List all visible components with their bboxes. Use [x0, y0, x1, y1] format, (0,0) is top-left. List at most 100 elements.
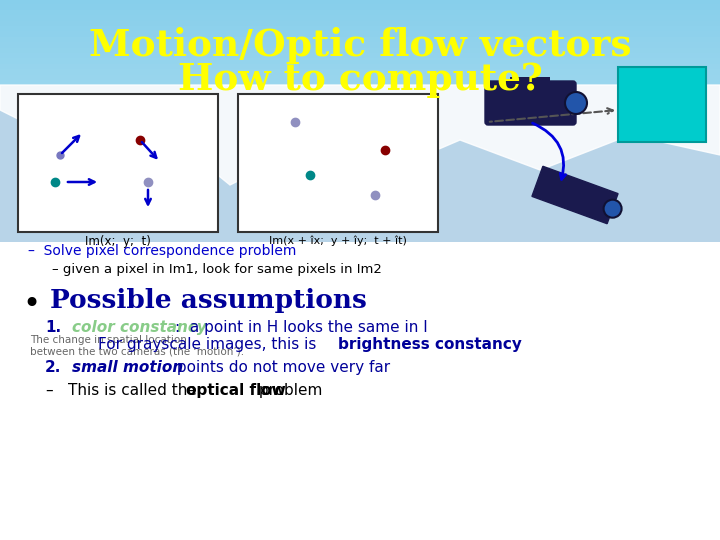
Bar: [0, 382, 720, 389]
Bar: [0, 183, 720, 189]
Bar: [0, 37, 720, 43]
Bar: [18, 94, 218, 232]
Bar: [0, 339, 720, 346]
Bar: [0, 274, 720, 281]
Bar: [0, 215, 720, 221]
Text: small motion: small motion: [72, 360, 184, 375]
Bar: [0, 480, 720, 486]
Bar: [0, 507, 720, 513]
Bar: [0, 280, 720, 286]
Bar: [0, 226, 720, 232]
Bar: [0, 404, 720, 410]
Bar: [0, 318, 720, 324]
Bar: [0, 350, 720, 356]
Text: Im(x + îx;  y + îy;  t + ît): Im(x + îx; y + îy; t + ît): [269, 235, 407, 246]
Bar: [0, 258, 720, 265]
Bar: [0, 512, 720, 518]
Bar: [0, 285, 720, 292]
Bar: [0, 431, 720, 437]
Text: optical flow: optical flow: [186, 383, 286, 398]
Text: Possible assumptions: Possible assumptions: [50, 288, 367, 313]
Bar: [0, 26, 720, 32]
Polygon shape: [532, 166, 618, 224]
Bar: [0, 490, 720, 497]
Bar: [0, 166, 720, 173]
Bar: [0, 139, 720, 146]
Bar: [0, 156, 720, 162]
Bar: [0, 188, 720, 194]
Bar: [0, 112, 720, 119]
Bar: [0, 53, 720, 59]
Text: This is called the: This is called the: [68, 383, 202, 398]
Text: The change in spatial location: The change in spatial location: [30, 335, 187, 345]
Text: –  Solve pixel correspondence problem: – Solve pixel correspondence problem: [28, 244, 297, 258]
Bar: [0, 172, 720, 178]
Bar: [0, 291, 720, 297]
Text: Motion/Optic flow vectors: Motion/Optic flow vectors: [89, 26, 631, 64]
Circle shape: [603, 200, 621, 218]
Text: 2.: 2.: [45, 360, 61, 375]
Bar: [0, 220, 720, 227]
Bar: [0, 426, 720, 432]
Text: :  a point in H looks the same in I: : a point in H looks the same in I: [175, 320, 428, 335]
Bar: [0, 361, 720, 367]
Bar: [0, 269, 720, 275]
Circle shape: [565, 92, 587, 114]
Bar: [0, 48, 720, 54]
Bar: [0, 80, 720, 86]
Bar: [0, 523, 720, 529]
Bar: [0, 4, 720, 11]
Bar: [0, 42, 720, 49]
Bar: [0, 296, 720, 302]
Bar: [0, 469, 720, 475]
Bar: [0, 21, 720, 27]
Bar: [0, 264, 720, 270]
Bar: [0, 420, 720, 427]
Text: How to compute?: How to compute?: [178, 62, 542, 98]
Text: –: –: [45, 383, 53, 398]
Bar: [510, 77, 550, 87]
Text: – given a pixel in Im1, look for same pixels in Im2: – given a pixel in Im1, look for same pi…: [52, 263, 382, 276]
Bar: [0, 355, 720, 362]
Bar: [0, 237, 720, 243]
Bar: [0, 96, 720, 103]
Bar: [0, 517, 720, 524]
Bar: [0, 145, 720, 151]
Bar: [0, 447, 720, 454]
Bar: [0, 393, 720, 400]
Bar: [0, 69, 720, 76]
Text: brightness constancy: brightness constancy: [338, 337, 522, 352]
Text: Im(x;  y;  t): Im(x; y; t): [85, 235, 151, 248]
Bar: [618, 67, 706, 142]
Bar: [0, 0, 720, 5]
Bar: [0, 409, 720, 416]
Bar: [0, 501, 720, 508]
Bar: [0, 31, 720, 38]
Bar: [0, 323, 720, 329]
Bar: [0, 485, 720, 491]
Bar: [0, 345, 720, 351]
Bar: [0, 528, 720, 535]
Bar: [0, 177, 720, 184]
Bar: [0, 242, 720, 540]
Bar: [0, 474, 720, 481]
Bar: [0, 253, 720, 259]
Bar: [0, 210, 720, 216]
Bar: [0, 199, 720, 205]
Bar: [0, 85, 720, 92]
Text: :  points do not move very far: : points do not move very far: [162, 360, 390, 375]
Bar: [0, 442, 720, 448]
Bar: [0, 15, 720, 22]
Bar: [0, 496, 720, 502]
Bar: [0, 204, 720, 211]
Bar: [0, 372, 720, 378]
Bar: [0, 231, 720, 238]
FancyBboxPatch shape: [485, 81, 576, 125]
Bar: [0, 399, 720, 405]
Bar: [0, 463, 720, 470]
Bar: [0, 134, 720, 140]
Bar: [0, 242, 720, 248]
Polygon shape: [0, 85, 720, 185]
Bar: [0, 388, 720, 394]
Bar: [0, 377, 720, 383]
